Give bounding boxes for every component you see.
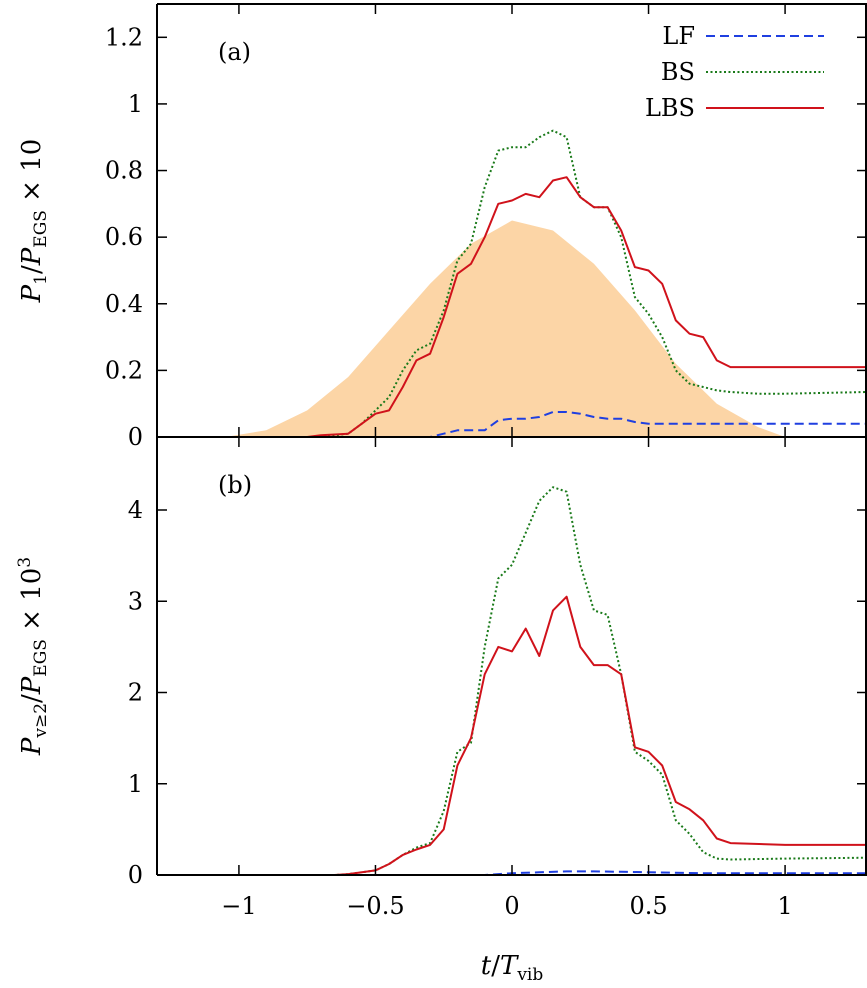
x-tick-label: 1 xyxy=(777,892,792,920)
panel-b: 0 1 2 3 4 −1 −0.5 0 0.5 1 (b) Pv≥2/PEGS × 103 xyxy=(15,437,867,920)
x-axis-label: t/Tvib xyxy=(481,951,544,985)
x-axis-label-text: t/Tvib xyxy=(481,951,544,985)
y-tick-label-b: 2 xyxy=(128,679,143,707)
series-line-bs-b xyxy=(157,486,867,876)
legend-label-lbs: LBS xyxy=(645,94,695,122)
y-tick-label-a: 1.2 xyxy=(105,23,143,51)
y-tick-label-a: 0 xyxy=(128,423,143,451)
y-axis-label-b: Pv≥2/PEGS × 103 xyxy=(15,557,51,756)
x-tick-label: 0.5 xyxy=(629,892,667,920)
legend-label-lf: LF xyxy=(662,22,695,50)
y-tick-label-a: 0.6 xyxy=(105,223,143,251)
x-tick-label: −1 xyxy=(221,892,256,920)
y-tick-label-b: 0 xyxy=(128,861,143,889)
y-tick-label-a: 1 xyxy=(128,90,143,118)
y-tick-label-a: 0.4 xyxy=(105,290,143,318)
y-axis-label-a: P1/PEGS × 10 xyxy=(17,139,51,304)
series-line-lbs-a xyxy=(157,176,867,438)
panel-label-b: (b) xyxy=(218,471,252,499)
y-tick-label-a: 0.8 xyxy=(105,157,143,185)
y-tick-label-b: 3 xyxy=(128,587,143,615)
panel-label-a: (a) xyxy=(218,38,251,66)
legend: LF BS LBS xyxy=(645,22,824,122)
series-line-bs-a xyxy=(157,129,867,438)
legend-label-bs: BS xyxy=(661,58,695,86)
y-tick-label-b: 1 xyxy=(128,770,143,798)
pulse-envelope-area xyxy=(225,220,786,437)
x-tick-label: −0.5 xyxy=(346,892,404,920)
panel-a: 0 0.2 0.4 0.6 0.8 1 1.2 (a) P1/PEGS × 10 xyxy=(17,3,867,451)
series-line-lbs-b xyxy=(157,595,867,876)
y-tick-label-b: 4 xyxy=(128,496,143,524)
y-tick-label-a: 0.2 xyxy=(105,356,143,384)
series-line-lf-a xyxy=(157,411,867,438)
x-tick-label: 0 xyxy=(504,892,519,920)
